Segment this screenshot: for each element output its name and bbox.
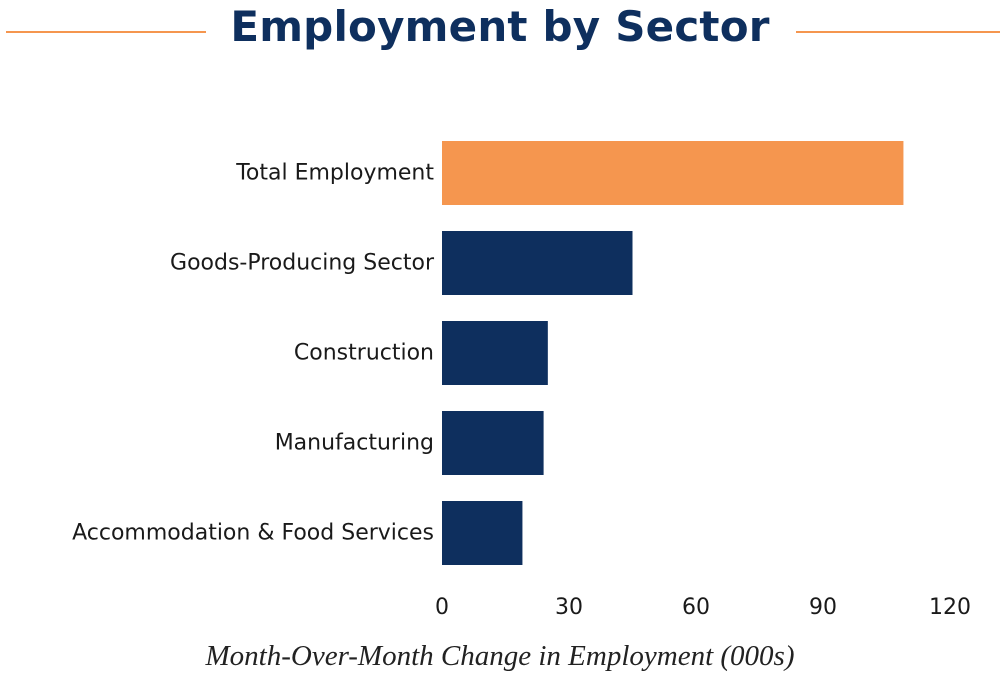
category-label-manufacturing: Manufacturing <box>275 431 434 456</box>
x-tick-label-0: 0 <box>435 595 449 620</box>
bar-goods-producing-sector <box>442 231 633 295</box>
category-label-goods-producing-sector: Goods-Producing Sector <box>170 251 435 276</box>
title-row: Employment by Sector <box>0 0 1000 64</box>
title-rule-left <box>6 31 206 33</box>
bar-manufacturing <box>442 411 544 475</box>
title-rule-right <box>796 31 1000 33</box>
category-label-total-employment: Total Employment <box>235 161 434 186</box>
bar-construction <box>442 321 548 385</box>
bar-accommodation-and-food-services <box>442 501 523 565</box>
x-tick-label-60: 60 <box>682 595 710 620</box>
bar-chart: Total Employment Goods-Producing Sector Co… <box>72 141 971 620</box>
x-tick-label-120: 120 <box>929 595 971 620</box>
category-label-accommodation-and-food-services: Accommodation & Food Services <box>72 521 434 546</box>
category-label-construction: Construction <box>294 341 434 366</box>
x-tick-label-90: 90 <box>809 595 837 620</box>
x-axis-label: Month-Over-Month Change in Employment (0… <box>205 640 795 672</box>
chart-title: Employment by Sector <box>230 2 770 51</box>
x-tick-label-30: 30 <box>555 595 583 620</box>
bar-total-employment <box>442 141 904 205</box>
